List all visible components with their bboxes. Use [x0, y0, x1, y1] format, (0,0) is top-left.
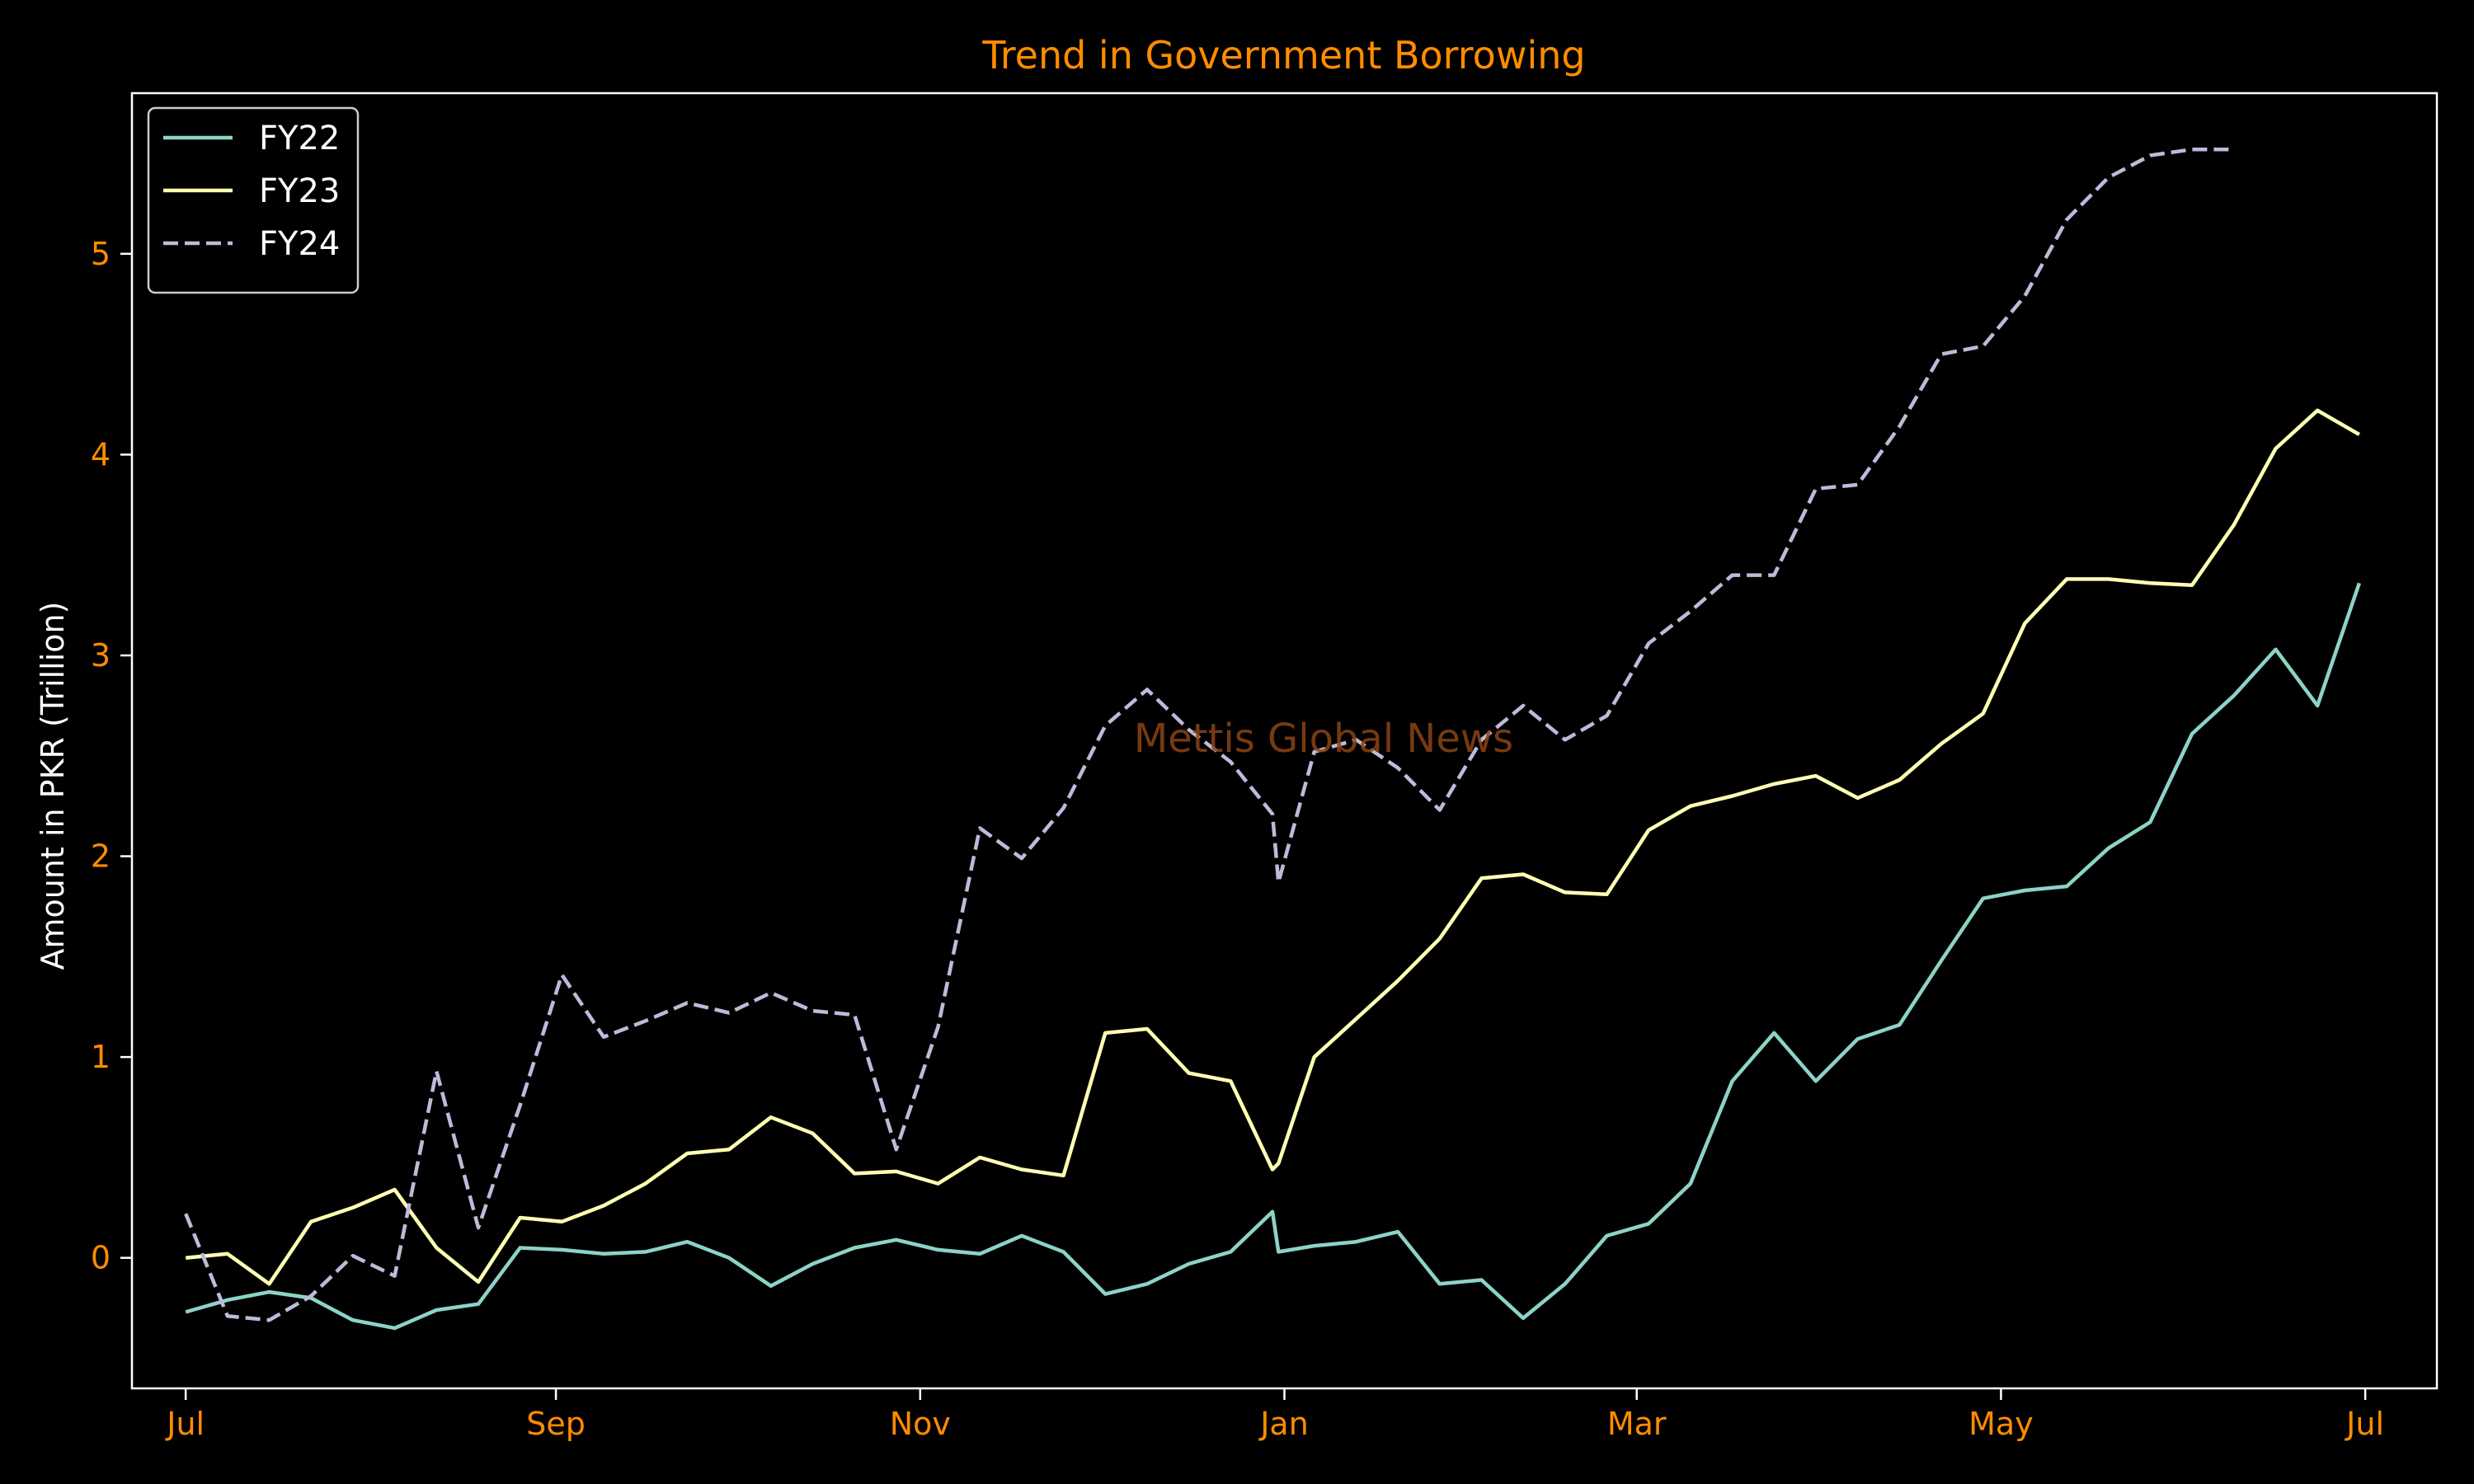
legend-label: FY23	[259, 172, 340, 210]
y-tick-label: 4	[91, 436, 111, 472]
legend-label: FY24	[259, 225, 340, 263]
chart-title: Trend in Government Borrowing	[981, 33, 1585, 77]
y-tick-label: 3	[91, 637, 111, 674]
x-tick-label: Jan	[1258, 1406, 1309, 1442]
watermark-text: Mettis Global News	[1134, 716, 1513, 762]
series-line-fy23	[185, 408, 2361, 1286]
series-line-fy24	[184, 147, 2234, 1322]
legend-label: FY22	[259, 120, 340, 157]
x-tick-label: Jul	[2345, 1406, 2384, 1442]
series-layer	[184, 147, 2362, 1331]
y-tick-label: 2	[91, 838, 111, 875]
y-axis: 0 1 2 3 4 5	[91, 236, 132, 1276]
x-tick-label: May	[1968, 1406, 2034, 1442]
x-tick-label: Nov	[890, 1406, 951, 1442]
y-tick-label: 1	[91, 1039, 111, 1075]
legend-box	[147, 106, 360, 294]
series-line-fy22	[185, 582, 2362, 1331]
x-tick-label: Sep	[526, 1406, 586, 1442]
x-axis: Jul Sep Nov Jan Mar May Jul	[165, 1388, 2384, 1442]
x-tick-label: Jul	[165, 1406, 205, 1442]
y-tick-label: 5	[91, 236, 111, 272]
y-axis-label: Amount in PKR (Trillion)	[35, 602, 71, 970]
x-tick-label: Mar	[1607, 1406, 1667, 1442]
y-tick-label: 0	[91, 1240, 111, 1276]
legend: FY22 FY23 FY24	[147, 106, 360, 294]
